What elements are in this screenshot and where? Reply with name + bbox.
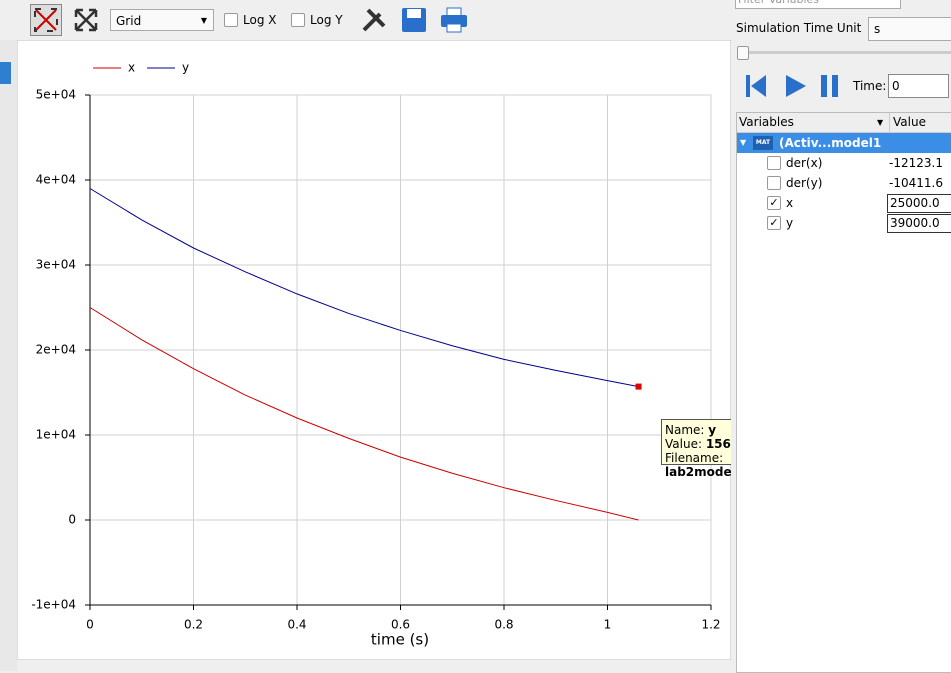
variable-name: y [786,216,794,230]
tooltip-name: y [708,423,717,437]
variable-name: der(y) [786,176,823,190]
time-unit-select[interactable]: s [868,17,951,41]
setup-button[interactable] [360,6,388,37]
variables-panel: Filter Variables Simulation Time Unit s … [731,0,951,673]
filter-input[interactable]: Filter Variables [735,0,901,9]
tooltip-filename-label: Filename: [665,451,724,465]
log-x-checkbox[interactable] [224,13,238,27]
series-line [89,188,639,388]
y-tick-label: 3e+04 [36,258,76,272]
variable-row[interactable]: ✓ x 25000.0 [737,193,951,213]
variable-value: -10411.6 [889,176,943,190]
model-row[interactable]: ▼ MAT (Activ...model1 [737,133,951,153]
log-x-label: Log X [243,13,277,27]
print-button[interactable] [440,7,468,36]
y-tick-label: 5e+04 [36,88,76,102]
time-value: 0 [892,79,900,93]
variable-checkbox[interactable]: ✓ [767,196,781,210]
plot-area: time (s) -1e+04 0 1e+04 2e+04 3e+04 4e+04 5e+0… [17,40,731,660]
rewind-button[interactable] [745,74,767,101]
y-tick-label: 2e+04 [36,343,76,357]
y-tick-label: 4e+04 [36,173,76,187]
variable-checkbox[interactable] [767,156,781,170]
variable-row[interactable]: der(y) -10411.6 [737,173,951,193]
legend-label: x [128,61,135,75]
pause-button[interactable] [819,74,841,101]
x-tick-label: 1.2 [701,618,720,632]
save-button[interactable] [401,7,427,36]
play-button[interactable] [784,74,808,101]
time-input[interactable]: 0 [888,74,949,98]
x-tick-label: 1 [604,618,612,632]
hover-marker [635,383,642,390]
x-tick-label: 0.2 [184,618,203,632]
variable-value: -12123.1 [889,156,943,170]
column-header[interactable]: Value [889,113,926,132]
y-tick-label: 1e+04 [36,428,76,442]
model-name: (Activ...model1 [779,136,882,150]
time-slider[interactable] [737,46,951,60]
x-tick-label: 0.6 [391,618,410,632]
x-tick-label: 0.8 [494,618,513,632]
toolbar: Grid ▼ Log X Log Y [0,0,731,40]
legend-label: y [182,61,189,75]
variable-row[interactable]: der(x) -12123.1 [737,153,951,173]
filter-placeholder: Filter Variables [738,0,819,6]
column-header[interactable]: Variables [739,115,794,129]
x-tick-label: 0.4 [287,618,306,632]
variables-tree: Variables ▼ Value ▼ MAT (Activ...model1 de… [736,112,951,673]
tooltip-value-label: Value: [665,437,702,451]
variable-checkbox[interactable]: ✓ [767,216,781,230]
fit-button[interactable] [30,4,62,36]
variable-name: der(x) [786,156,823,170]
log-y-label: Log Y [310,13,343,27]
series-line [89,307,639,521]
log-y-checkbox[interactable] [291,13,305,27]
y-tick-label: 0 [68,513,76,527]
side-strip [0,40,17,671]
time-unit-label: Simulation Time Unit [736,21,862,35]
grid-label: Grid [116,14,142,28]
time-unit: s [874,22,881,36]
y-tick-label: -1e+04 [31,598,76,612]
tooltip-name-label: Name: [665,423,705,437]
zoom-button[interactable] [72,6,100,37]
x-tick-label: 0 [86,618,94,632]
x-axis-label: time (s) [371,631,429,649]
variable-value[interactable]: 25000.0 [887,194,951,213]
variable-row[interactable]: ✓ y 39000.0 [737,213,951,233]
grid-dropdown[interactable]: Grid ▼ [110,9,214,31]
variable-name: x [786,196,794,210]
variable-checkbox[interactable] [767,176,781,190]
time-label: Time: [853,79,887,93]
variable-value[interactable]: 39000.0 [887,214,951,233]
